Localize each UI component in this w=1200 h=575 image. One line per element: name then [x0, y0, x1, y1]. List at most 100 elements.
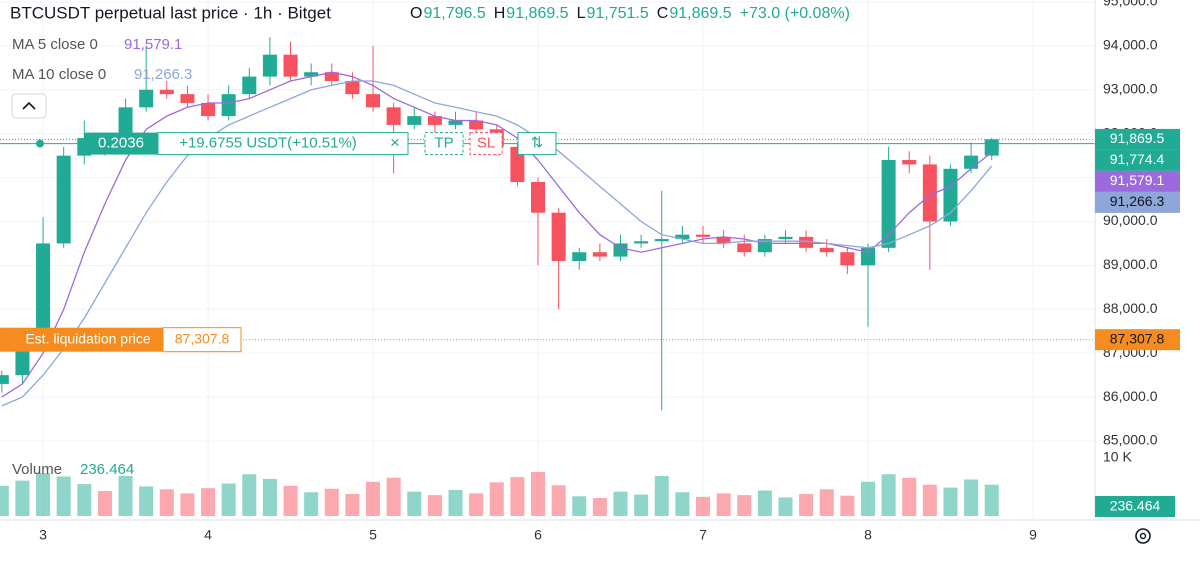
volume-bar — [984, 484, 999, 516]
volume-bar — [634, 494, 649, 516]
volume-bar — [860, 481, 875, 516]
ohlc-value: 91,751.5 — [586, 5, 648, 22]
candle-body — [881, 160, 896, 248]
candle-body — [695, 234, 711, 237]
price-tag: 87,307.8 — [1110, 330, 1165, 346]
candle-body — [510, 146, 525, 182]
candle-body — [675, 234, 690, 240]
volume-bar — [819, 489, 834, 516]
candle-body — [36, 243, 51, 341]
candle-body — [964, 155, 979, 169]
volume-bar — [283, 485, 298, 516]
collapse-icon — [22, 101, 36, 110]
volume-bar — [510, 477, 525, 516]
liquidation-value-box — [162, 327, 242, 353]
candle-body — [448, 120, 463, 125]
volume-tick-label: 10 K — [1103, 449, 1132, 465]
ohlc-value: 91,796.5 — [423, 5, 485, 22]
position-size: 0.2036 — [98, 135, 144, 152]
price-tag: 91,579.1 — [1110, 172, 1165, 188]
volume-last-label: 236.464 — [1110, 498, 1161, 514]
volume-bar — [592, 498, 607, 516]
candle-body — [572, 252, 587, 261]
volume-bar — [15, 480, 30, 516]
candle-body — [654, 239, 669, 242]
ohlc-key: H — [494, 5, 506, 22]
candle-body — [386, 107, 401, 125]
candle-body — [840, 252, 855, 266]
candle-body — [283, 54, 298, 77]
sl-box[interactable] — [469, 132, 503, 156]
volume-bar — [778, 497, 793, 516]
collapse-button[interactable] — [11, 93, 47, 119]
price-tag: 91,266.3 — [1110, 193, 1165, 209]
candle-body — [613, 243, 628, 257]
volume-bar — [36, 473, 51, 516]
volume-label: Volume — [12, 461, 62, 478]
ohlc-key: C — [657, 5, 669, 22]
volume-value: 236.464 — [80, 461, 134, 478]
volume-bar — [242, 474, 257, 516]
candle-body — [139, 89, 154, 108]
volume-bar — [799, 493, 814, 516]
candle-body — [159, 89, 174, 95]
candle-body — [778, 236, 793, 240]
ohlc-value: 91,869.5 — [669, 5, 731, 22]
candle-body — [242, 76, 257, 95]
position-close[interactable]: × — [390, 133, 400, 152]
candle-body — [737, 243, 752, 253]
volume-bar — [180, 493, 195, 516]
reverse-box[interactable] — [517, 132, 557, 156]
volume-bar — [97, 491, 112, 516]
price-tag: 91,869.5 — [1110, 130, 1165, 146]
candle-body — [304, 72, 319, 77]
volume-bar — [304, 492, 319, 516]
candle-body — [345, 81, 360, 95]
ma-name: MA 5 close 0 — [12, 36, 98, 53]
candle-body — [943, 168, 958, 222]
x-tick-label: 6 — [534, 527, 542, 543]
position-pnl-box — [157, 132, 409, 156]
ma-value: 91,266.3 — [134, 66, 192, 83]
candle-body — [262, 54, 277, 77]
volume-last-box — [1095, 496, 1175, 517]
x-tick-label: 4 — [204, 527, 212, 543]
volume-bar — [964, 479, 979, 516]
candle-body — [0, 375, 9, 384]
candle-body — [634, 241, 649, 244]
candle-body — [922, 164, 937, 222]
y-tick-label: 94,000.0 — [1103, 37, 1158, 53]
price-tag-box — [1095, 149, 1180, 171]
candle-body — [819, 247, 834, 253]
volume-bar — [427, 495, 442, 516]
ma-name: MA 10 close 0 — [12, 66, 106, 83]
x-tick-label: 5 — [369, 527, 377, 543]
candle-body — [366, 94, 381, 108]
chart-title: BTCUSDT perpetual last price · 1h · Bitg… — [10, 3, 331, 22]
volume-bar — [366, 481, 381, 516]
candle-body — [984, 139, 999, 156]
settings-icon[interactable] — [1135, 528, 1151, 544]
candle-body — [180, 94, 195, 103]
ohlc-change: +73.0 (+0.08%) — [740, 5, 850, 22]
volume-bar — [922, 484, 937, 516]
ma-value: 91,579.1 — [124, 36, 182, 53]
ma-line — [1, 80, 993, 407]
position-pnl: +19.6755 USDT(+10.51%) — [179, 135, 357, 152]
sl-label: SL — [477, 135, 495, 152]
y-tick-label: 95,000.0 — [1103, 0, 1158, 9]
volume-bar — [489, 482, 504, 516]
candle-body — [324, 72, 339, 81]
tp-box[interactable] — [424, 132, 464, 156]
x-tick-label: 9 — [1029, 527, 1037, 543]
price-tag: 91,774.4 — [1110, 151, 1165, 167]
volume-bar — [118, 475, 133, 516]
volume-bar — [737, 495, 752, 516]
y-tick-label: 86,000.0 — [1103, 388, 1158, 404]
x-tick-label: 7 — [699, 527, 707, 543]
liquidation-name: Est. liquidation price — [25, 330, 151, 346]
volume-bar — [881, 474, 896, 516]
candle-body — [860, 247, 875, 266]
candle-body — [221, 94, 236, 117]
candle-body — [407, 116, 422, 125]
